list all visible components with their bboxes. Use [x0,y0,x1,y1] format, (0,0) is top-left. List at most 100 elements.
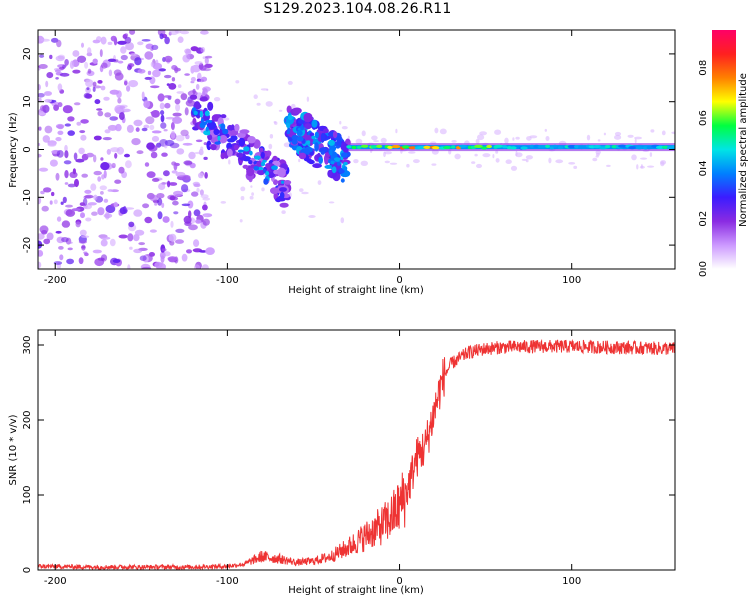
noise-blob [100,157,104,161]
noise-blob [180,129,189,137]
band-blob [242,164,249,169]
haze-blob [339,120,342,125]
noise-blob [75,158,85,163]
noise-blob [76,121,82,126]
band-blob [233,144,239,151]
haze-blob [371,135,378,141]
haze-blob [383,151,386,158]
haze-blob [413,159,420,164]
noise-blob [168,83,177,90]
haze-blob [454,153,461,160]
haze-blob [627,134,634,138]
noise-blob [171,65,178,70]
noise-blob [79,202,86,207]
noise-blob [204,55,213,59]
noise-blob [38,112,46,115]
noise-blob [169,195,176,201]
noise-blob [129,246,133,250]
noise-blob [144,162,150,167]
noise-blob [57,102,63,108]
haze-blob [606,164,611,167]
x-tick-label: 100 [562,576,581,587]
snr-y-axis-label: SNR (10 * v/v) [8,414,19,485]
carrier-blob [510,146,517,150]
noise-blob [87,68,92,74]
carrier-blob [537,145,546,149]
haze-blob [545,136,550,141]
noise-blob [154,202,158,206]
y-tick-label: 300 [22,335,33,354]
spectrogram-plot-area [38,30,675,269]
noise-blob [185,99,196,107]
noise-blob [60,201,64,205]
noise-blob [49,54,53,60]
noise-blob [80,212,85,219]
haze-blob [317,180,322,186]
haze-blob [548,157,552,164]
noise-blob [141,91,145,100]
haze-blob [477,134,485,141]
band-blob [327,169,333,178]
noise-blob [160,110,165,116]
noise-blob [170,220,174,228]
noise-blob [151,135,160,142]
noise-blob [110,35,117,42]
noise-blob [38,64,48,69]
haze-blob [239,219,243,223]
noise-blob [124,33,129,38]
noise-blob [41,205,49,212]
noise-blob [122,205,127,213]
noise-blob [127,64,132,71]
carrier-blob [628,146,637,150]
haze-blob [256,102,261,106]
noise-blob [44,91,52,96]
haze-blob [373,140,380,143]
noise-blob [66,258,74,265]
noise-blob [109,89,120,95]
band-peak [199,110,203,118]
noise-blob [137,41,144,46]
noise-blob [58,246,64,250]
noise-blob [114,179,122,184]
noise-blob [170,130,176,139]
noise-blob [157,93,165,102]
noise-blob [128,80,139,88]
noise-blob [73,152,78,161]
noise-blob [204,57,209,65]
band-blob [333,157,341,162]
haze-blob [261,187,265,192]
noise-blob [104,129,111,134]
noise-blob [175,171,186,177]
noise-blob [120,46,127,54]
noise-blob [184,73,190,76]
band-peak [263,168,267,173]
noise-blob [164,139,175,147]
carrier-blob [604,145,611,149]
noise-blob [94,99,101,105]
haze-blob [515,152,523,158]
noise-blob [174,30,182,34]
noise-blob [93,170,102,176]
haze-blob [525,155,534,160]
band-blob [239,129,250,134]
noise-blob [175,228,185,233]
noise-blob [92,39,101,44]
noise-blob [92,58,98,64]
haze-blob [671,131,675,135]
band-peak [271,165,278,170]
noise-blob [59,254,64,261]
noise-blob [97,80,103,84]
band-blob [256,160,263,168]
band-blob [213,128,220,136]
band-blob [277,167,286,178]
haze-blob [251,192,255,196]
band-peak [329,149,333,156]
noise-blob [114,116,119,120]
noise-blob [97,110,104,117]
x-tick-label: -100 [216,576,239,587]
noise-blob [147,70,152,75]
colorbar-tick-label: 0.0 [698,261,709,277]
noise-blob [46,72,54,79]
colorbar-tick-label: 0.2 [698,211,709,227]
haze-blob [384,151,392,155]
